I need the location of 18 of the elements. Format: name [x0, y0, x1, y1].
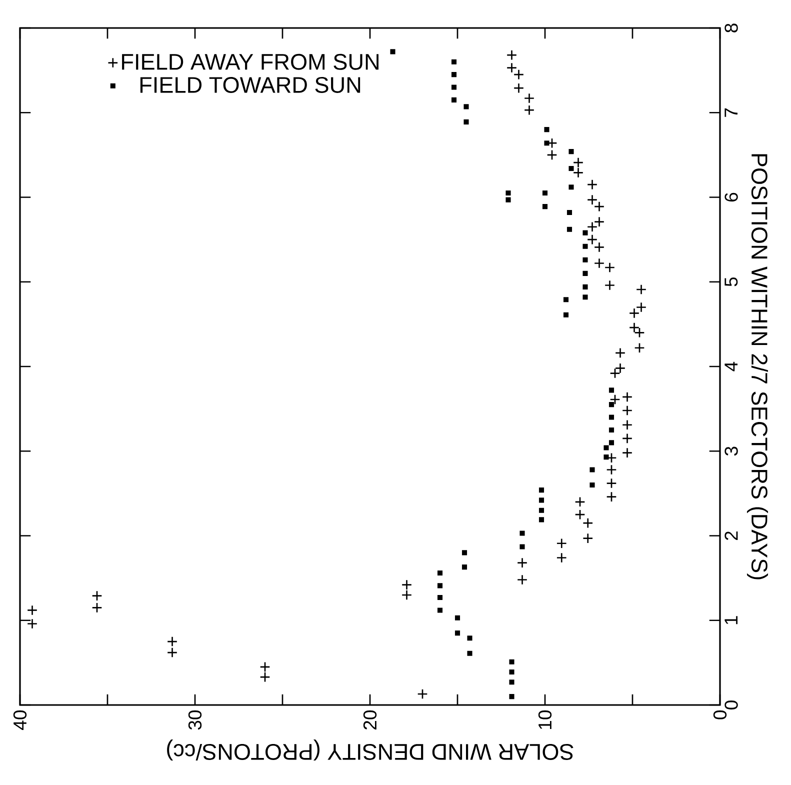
x-tick-label: 0: [713, 710, 727, 720]
y-tick-label: 2: [724, 532, 738, 540]
x-tick-label: 10: [538, 710, 552, 729]
legend-label: FIELD AWAY FROM SUN: [122, 54, 378, 70]
x-tick-label: 20: [363, 710, 377, 730]
x-tick-label: 30: [188, 710, 202, 730]
legend-label: FIELD TOWARD SUN: [140, 76, 360, 93]
y-axis-title: POSITION WITHIN 2/7 SECTORS (DAYS): [746, 154, 768, 580]
y-tick-label: 7: [724, 108, 738, 117]
y-tick-label: 8: [724, 24, 738, 32]
y-tick-label: 1: [724, 616, 738, 624]
y-tick-label: 5: [724, 277, 738, 286]
y-tick-label: 0: [724, 700, 738, 710]
x-axis-title: SOLAR WIND DENSITY (PROTONS/cc): [167, 740, 574, 761]
y-tick-label: 3: [724, 446, 738, 456]
x-tick-label: 40: [13, 710, 27, 730]
y-tick-label: 6: [724, 192, 738, 202]
y-tick-label: 4: [724, 362, 738, 372]
